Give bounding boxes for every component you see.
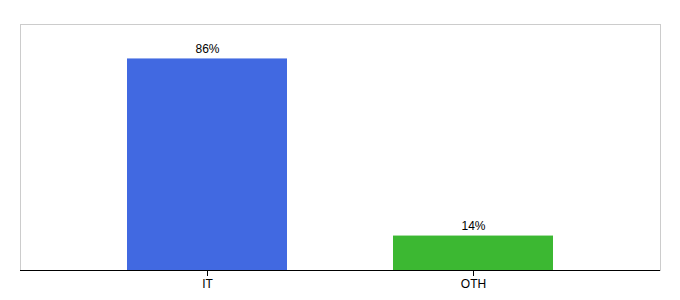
svg-text:14%: 14% bbox=[461, 219, 485, 233]
svg-text:OTH: OTH bbox=[461, 277, 486, 291]
svg-text:86%: 86% bbox=[195, 42, 219, 56]
svg-text:IT: IT bbox=[202, 277, 213, 291]
